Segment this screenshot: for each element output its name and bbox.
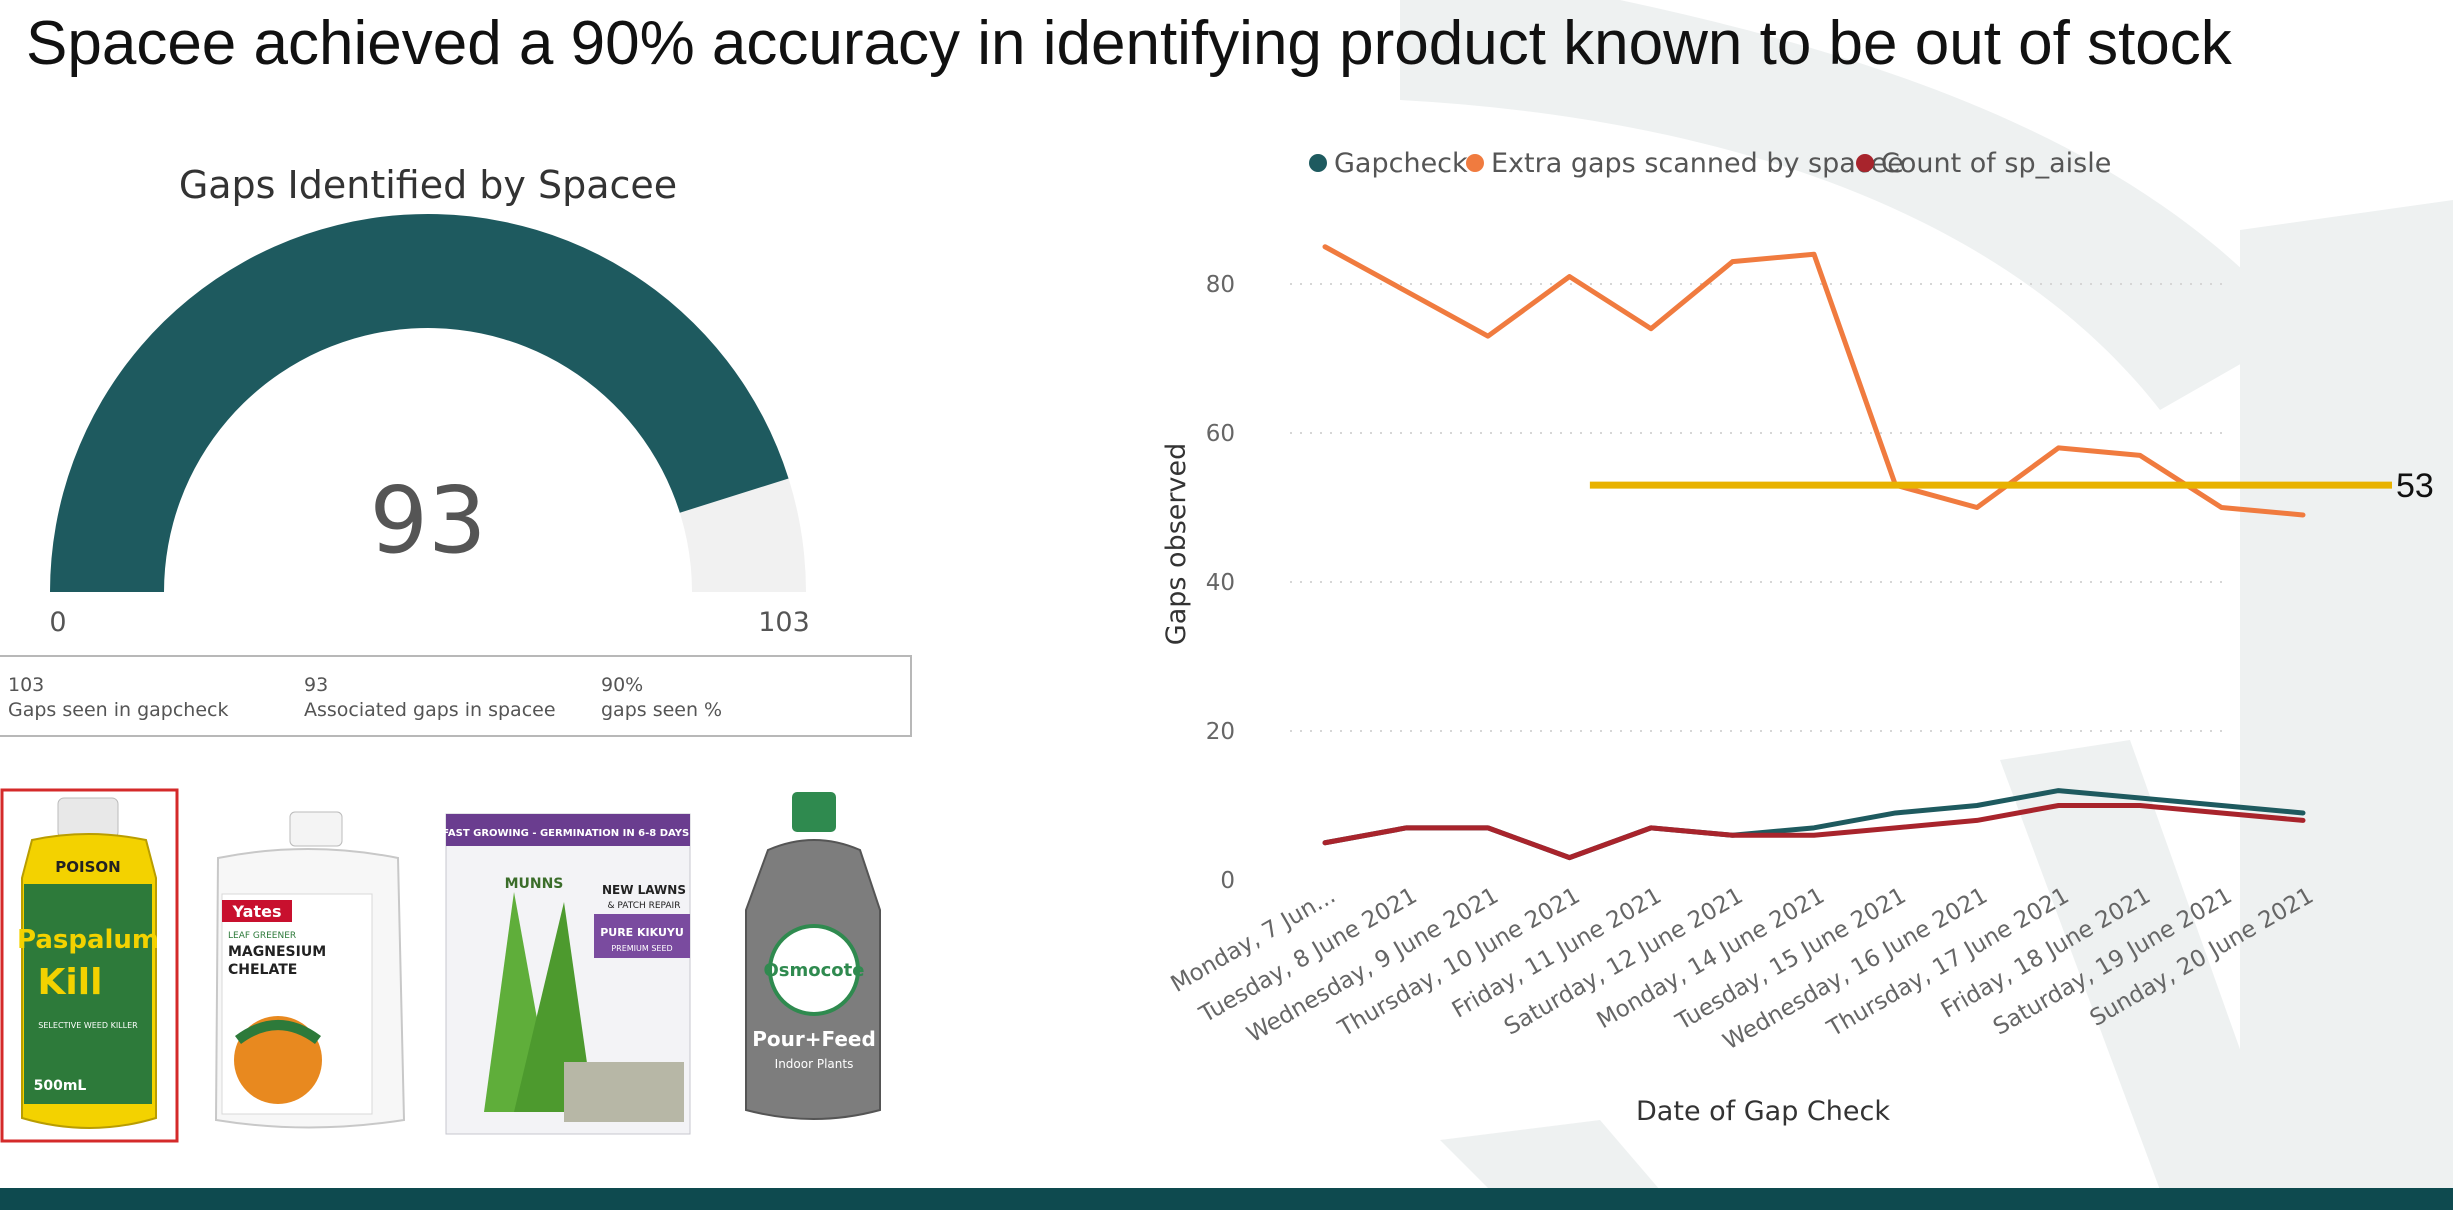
y-tick-label: 20 bbox=[1206, 719, 1235, 745]
y-axis-ticks: 0 20 40 60 80 bbox=[1206, 272, 1235, 894]
product-text-2: MAGNESIUM bbox=[228, 944, 326, 960]
product-text-1: Paspalum bbox=[17, 925, 159, 955]
kpi-label: Associated gaps in spacee bbox=[304, 699, 556, 721]
product-brand: Yates bbox=[232, 902, 282, 921]
product-text-4: & PATCH REPAIR bbox=[608, 901, 681, 911]
product-text-3: NEW LAWNS bbox=[602, 883, 686, 897]
product-text-3: SELECTIVE WEED KILLER bbox=[38, 1021, 138, 1030]
legend-label[interactable]: Extra gaps scanned by spacee bbox=[1491, 148, 1904, 179]
chart-legend: Gapcheck Extra gaps scanned by spaceeCoun… bbox=[1309, 148, 2111, 179]
product-text-1: Pour+Feed bbox=[752, 1027, 876, 1051]
y-tick-label: 80 bbox=[1206, 272, 1235, 298]
kpi-gaps-seen: 103 Gaps seen in gapcheck bbox=[8, 673, 228, 723]
brand-badge bbox=[222, 900, 292, 922]
product-brand: POISON bbox=[55, 858, 120, 876]
legend-marker bbox=[1309, 154, 1327, 172]
box-seed-window bbox=[564, 1062, 684, 1122]
gauge-fill[interactable] bbox=[50, 214, 789, 592]
product-brand: Osmocote bbox=[764, 960, 865, 981]
product-text-6: PREMIUM SEED bbox=[611, 944, 672, 953]
watermark-bottom bbox=[1440, 1120, 1660, 1190]
product-text-3: CHELATE bbox=[228, 962, 297, 978]
product-highlight-frame bbox=[0, 788, 179, 1143]
legend-marker bbox=[1466, 154, 1484, 172]
kpi-gaps-seen-percent: 90% gaps seen % bbox=[601, 673, 722, 723]
product-osmocote-pour-feed[interactable]: Osmocote Pour+Feed Indoor Plants bbox=[738, 790, 888, 1130]
chart-series bbox=[1322, 244, 2306, 861]
series-line[interactable] bbox=[1322, 244, 2306, 518]
legend-marker bbox=[1856, 154, 1874, 172]
chart-gridlines bbox=[1290, 283, 2230, 732]
product-text-2: Kill bbox=[38, 962, 103, 1003]
kpi-value: 90% bbox=[601, 674, 644, 696]
bottle-cap bbox=[289, 811, 343, 847]
product-text-1: LEAF GREENER bbox=[228, 931, 296, 941]
kpi-associated-gaps: 93 Associated gaps in spacee bbox=[304, 673, 556, 723]
kpi-value: 93 bbox=[304, 674, 329, 696]
product-image-leaf bbox=[235, 1020, 321, 1045]
watermark-arc bbox=[1400, 0, 2300, 410]
y-tick-label: 0 bbox=[1220, 868, 1235, 894]
reference-line-label: 53 bbox=[2396, 467, 2434, 505]
y-axis-label: Gaps observed bbox=[1161, 443, 1192, 645]
product-text-5: PURE KIKUYU bbox=[600, 926, 684, 939]
watermark-band bbox=[2240, 200, 2453, 1190]
product-yates-magnesium-chelate[interactable]: Yates LEAF GREENER MAGNESIUM CHELATE bbox=[208, 810, 408, 1135]
line-chart: Gapcheck Extra gaps scanned by spaceeCoun… bbox=[1161, 148, 2434, 1127]
gauge-min-label: 0 bbox=[49, 607, 66, 638]
product-munns-pure-kikuyu[interactable]: FAST GROWING - GERMINATION IN 6-8 DAYS! … bbox=[444, 812, 694, 1137]
product-text-2: MUNNS bbox=[505, 876, 564, 892]
slide-title: Spacee achieved a 90% accuracy in identi… bbox=[26, 9, 2232, 78]
x-axis-ticks: Monday, 7 Jun...Tuesday, 8 June 2021Wedn… bbox=[1167, 883, 2318, 1056]
box-badge bbox=[594, 914, 690, 958]
bottle-label-circle bbox=[768, 924, 860, 1016]
bottle-label bbox=[24, 884, 152, 1104]
y-tick-label: 60 bbox=[1206, 421, 1235, 447]
bottle-cap bbox=[792, 792, 836, 832]
bottle-cap bbox=[57, 797, 119, 839]
x-axis-label: Date of Gap Check bbox=[1636, 1096, 1890, 1127]
gauge-chart: Gaps Identified by Spacee 93 0 103 bbox=[49, 163, 810, 638]
legend-label[interactable]: Gapcheck bbox=[1334, 148, 1468, 179]
kpi-label: Gaps seen in gapcheck bbox=[8, 699, 229, 721]
box-grass bbox=[514, 902, 594, 1112]
product-text-1: FAST GROWING - GERMINATION IN 6-8 DAYS! bbox=[444, 828, 694, 839]
product-size: 500mL bbox=[34, 1078, 87, 1094]
y-tick-label: 40 bbox=[1206, 570, 1235, 596]
kpi-value: 103 bbox=[8, 674, 45, 696]
watermark-diagonal bbox=[2000, 740, 2290, 1190]
product-text-2: Indoor Plants bbox=[775, 1057, 854, 1071]
footer-bar bbox=[0, 1188, 2453, 1210]
series-line[interactable] bbox=[1322, 803, 2306, 861]
gauge-max-label: 103 bbox=[758, 607, 810, 638]
gauge-title: Gaps Identified by Spacee bbox=[179, 163, 677, 207]
box-header bbox=[446, 814, 690, 846]
kpi-label: gaps seen % bbox=[601, 699, 723, 721]
series-line[interactable] bbox=[1322, 788, 2306, 861]
kpi-card: 103 Gaps seen in gapcheck 93 Associated … bbox=[0, 655, 912, 737]
reference-line-group: 53 bbox=[1589, 467, 2434, 505]
gauge-value: 93 bbox=[369, 467, 486, 574]
product-paspalum-kill[interactable]: POISON Paspalum Kill SELECTIVE WEED KILL… bbox=[0, 788, 180, 1144]
product-image-fruit bbox=[234, 1016, 322, 1104]
legend-label[interactable]: Count of sp_aisle bbox=[1881, 148, 2111, 179]
